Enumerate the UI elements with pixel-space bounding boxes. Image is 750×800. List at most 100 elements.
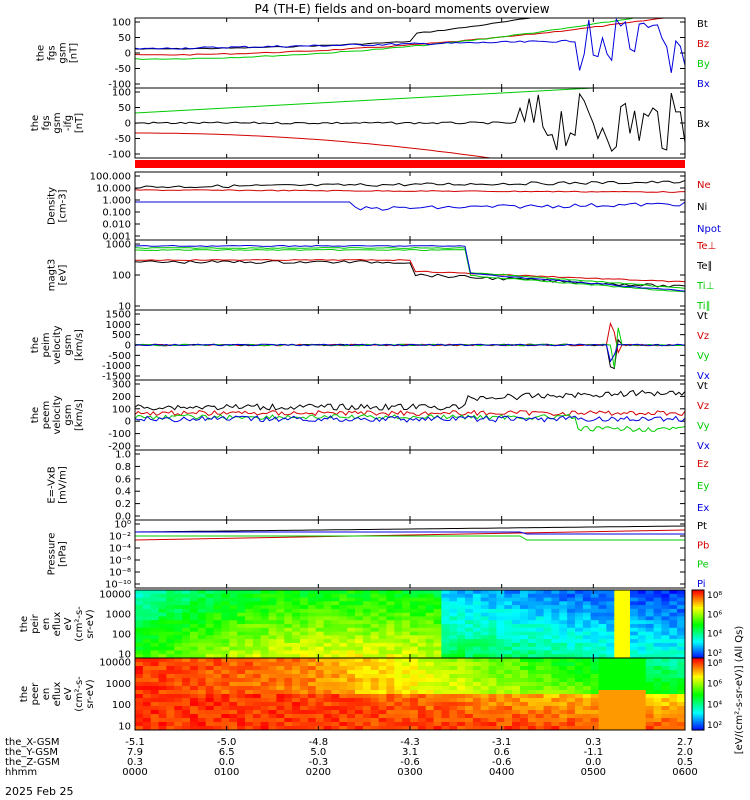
heatmap-cell	[268, 722, 278, 727]
heatmap-cell	[575, 612, 584, 618]
heatmap-cell	[606, 654, 615, 658]
heatmap-cell	[190, 605, 199, 610]
heatmap-cell	[315, 690, 325, 695]
heatmap-cell	[229, 674, 238, 679]
heatmap-cell	[535, 682, 545, 687]
heatmap-cell	[331, 612, 340, 618]
heatmap-cell	[512, 674, 521, 679]
heatmap-cell	[355, 694, 364, 699]
heatmap-cell	[590, 726, 600, 730]
ytick-efield-0: 1.0	[115, 450, 131, 461]
heatmap-cell	[142, 658, 152, 663]
heatmap-cell	[575, 646, 584, 652]
ylabel-efield-0: E=-VxB	[47, 466, 58, 503]
colorbar-cell	[692, 663, 704, 666]
heatmap-cell	[551, 635, 560, 640]
colorbar-cell	[692, 712, 704, 715]
heatmap-cell	[472, 624, 482, 629]
heatmap-cell	[284, 722, 293, 727]
heatmap-cell	[543, 674, 553, 679]
heatmap-cell	[135, 658, 144, 663]
heatmap-cell	[245, 674, 254, 679]
heatmap-cell	[142, 726, 152, 730]
heatmap-cell	[190, 616, 199, 621]
heatmap-cell	[417, 605, 427, 610]
heatmap-cell	[135, 722, 144, 727]
heatmap-cell	[362, 686, 372, 691]
colorbar-cell	[692, 694, 704, 697]
heatmap-cell	[645, 706, 655, 711]
ytick-peem-vel-4: -100	[108, 429, 131, 440]
heatmap-cell	[457, 654, 466, 658]
heatmap-cell	[347, 678, 356, 683]
heatmap-cell	[252, 590, 262, 595]
heatmap-cell	[543, 710, 553, 715]
heatmap-cell	[402, 624, 411, 629]
heatmap-cell	[331, 590, 340, 595]
heatmap-cell	[237, 654, 246, 658]
heatmap-cell	[378, 670, 388, 675]
heatmap-cell	[300, 674, 309, 679]
colorbar-cell	[692, 641, 704, 644]
heatmap-cell	[630, 694, 639, 699]
heatmap-cell	[465, 718, 474, 723]
heatmap-cell	[535, 710, 545, 715]
heatmap-cell	[197, 706, 207, 711]
heatmap-cell	[347, 694, 356, 699]
heatmap-cell	[441, 678, 450, 683]
heatmap-cell	[551, 682, 560, 687]
heatmap-cell	[622, 726, 631, 730]
heatmap-cell	[410, 646, 419, 652]
heatmap-cell	[582, 593, 592, 599]
legend-peim-vel-1: Vz	[697, 331, 709, 342]
heatmap-cell	[378, 593, 388, 599]
heatmap-cell	[653, 670, 663, 675]
heatmap-cell	[567, 674, 576, 679]
heatmap-cell	[677, 620, 685, 625]
heatmap-cell	[190, 654, 199, 658]
heatmap-cell	[268, 726, 278, 730]
heatmap-cell	[300, 646, 309, 652]
heatmap-cell	[582, 650, 592, 655]
heatmap-cell	[480, 698, 490, 703]
heatmap-cell	[543, 662, 553, 667]
heatmap-cell	[347, 627, 356, 633]
heatmap-cell	[166, 624, 175, 629]
heatmap-cell	[323, 620, 333, 625]
heatmap-cell	[300, 718, 309, 723]
heatmap-cell	[182, 650, 191, 655]
series-Ti	[135, 244, 685, 292]
heatmap-cell	[245, 670, 254, 675]
heatmap-cell	[394, 620, 403, 625]
heatmap-cell	[441, 698, 450, 703]
heatmap-cell	[300, 624, 309, 629]
heatmap-cell	[661, 620, 670, 625]
heatmap-cell	[637, 694, 647, 699]
heatmap-cell	[614, 694, 623, 699]
heatmap-cell	[488, 601, 498, 606]
heatmap-cell	[339, 642, 348, 648]
heatmap-cell	[661, 605, 670, 610]
heatmap-cell	[370, 726, 380, 730]
heatmap-cell	[425, 710, 435, 715]
heatmap-cell	[417, 639, 427, 644]
heatmap-cell	[205, 654, 215, 658]
heatmap-cell	[386, 597, 395, 602]
heatmap-cell	[300, 597, 309, 602]
heatmap-cell	[182, 690, 191, 695]
heatmap-cell	[362, 690, 372, 695]
heatmap-cell	[472, 658, 482, 663]
heatmap-cell	[472, 710, 482, 715]
legend-temp-3: Ti∥	[696, 301, 711, 312]
heatmap-cell	[472, 698, 482, 703]
heatmap-cell	[190, 690, 199, 695]
heatmap-cell	[221, 624, 230, 629]
heatmap-cell	[362, 635, 372, 640]
heatmap-cell	[410, 624, 419, 629]
heatmap-cell	[504, 620, 513, 625]
heatmap-cell	[567, 678, 576, 683]
heatmap-cell	[527, 670, 537, 675]
heatmap-cell	[496, 608, 505, 614]
ylabel-pressure-1: [nPa]	[58, 541, 69, 567]
xaxis-value-3-x: -4.3	[400, 737, 420, 748]
